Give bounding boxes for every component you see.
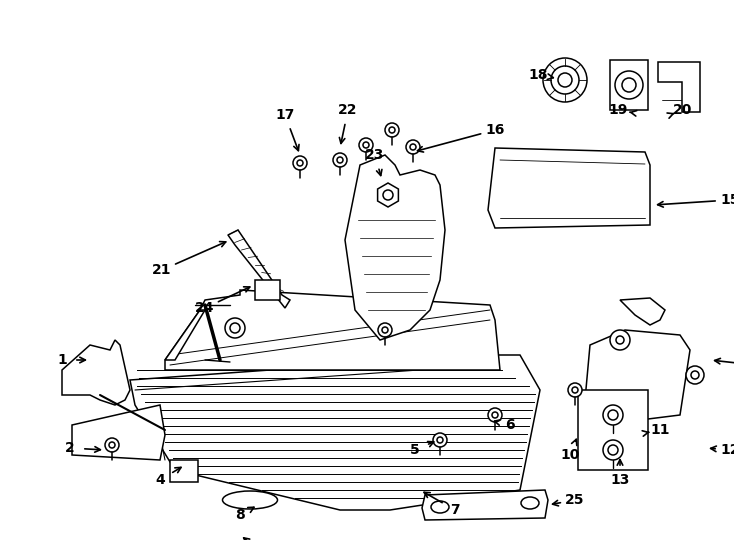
Text: 15: 15 — [720, 193, 734, 207]
Polygon shape — [72, 405, 165, 460]
Text: 21: 21 — [152, 263, 172, 277]
Bar — [170, 460, 198, 482]
Circle shape — [333, 153, 347, 167]
Circle shape — [616, 336, 624, 344]
Circle shape — [551, 66, 579, 94]
Circle shape — [568, 383, 582, 397]
Circle shape — [622, 78, 636, 92]
Polygon shape — [228, 230, 290, 308]
Text: 16: 16 — [485, 123, 505, 137]
Text: 6: 6 — [505, 418, 515, 432]
Polygon shape — [422, 490, 548, 520]
Circle shape — [382, 327, 388, 333]
Text: 18: 18 — [528, 68, 548, 82]
Text: 11: 11 — [650, 423, 669, 437]
Text: 23: 23 — [366, 148, 385, 162]
Ellipse shape — [431, 501, 449, 513]
Polygon shape — [377, 183, 399, 207]
Text: 19: 19 — [608, 103, 628, 117]
Circle shape — [230, 323, 240, 333]
Polygon shape — [585, 330, 690, 420]
Text: 5: 5 — [410, 443, 420, 457]
Text: 8: 8 — [235, 508, 245, 522]
Polygon shape — [62, 340, 130, 405]
Circle shape — [410, 144, 416, 150]
Bar — [610, 60, 648, 110]
Polygon shape — [165, 310, 205, 360]
Circle shape — [406, 140, 420, 154]
Circle shape — [383, 190, 393, 200]
Circle shape — [608, 410, 618, 420]
Circle shape — [297, 160, 303, 166]
Text: 12: 12 — [720, 443, 734, 457]
Text: 20: 20 — [673, 103, 693, 117]
Text: 25: 25 — [565, 493, 585, 507]
Text: 7: 7 — [450, 503, 459, 517]
Circle shape — [558, 73, 572, 87]
Circle shape — [608, 445, 618, 455]
Text: 4: 4 — [155, 473, 165, 487]
Circle shape — [437, 437, 443, 443]
Text: 1: 1 — [57, 353, 67, 367]
Circle shape — [691, 371, 699, 379]
Circle shape — [488, 408, 502, 422]
Polygon shape — [130, 355, 540, 510]
Text: 2: 2 — [65, 441, 75, 455]
Text: 24: 24 — [195, 301, 215, 315]
Polygon shape — [620, 298, 665, 325]
Circle shape — [572, 387, 578, 393]
Circle shape — [109, 442, 115, 448]
Text: 17: 17 — [275, 108, 294, 122]
Circle shape — [610, 330, 630, 350]
Circle shape — [293, 156, 307, 170]
Polygon shape — [488, 148, 650, 228]
Polygon shape — [165, 290, 500, 370]
Bar — [578, 390, 648, 470]
Circle shape — [359, 138, 373, 152]
Text: 10: 10 — [560, 448, 580, 462]
Circle shape — [378, 323, 392, 337]
Circle shape — [603, 405, 623, 425]
Circle shape — [363, 142, 369, 148]
Ellipse shape — [521, 497, 539, 509]
Polygon shape — [345, 155, 445, 340]
Circle shape — [543, 58, 587, 102]
Circle shape — [225, 318, 245, 338]
Circle shape — [389, 127, 395, 133]
Text: 22: 22 — [338, 103, 357, 117]
Circle shape — [337, 157, 343, 163]
Circle shape — [105, 438, 119, 452]
Ellipse shape — [222, 491, 277, 509]
Circle shape — [686, 366, 704, 384]
Circle shape — [615, 71, 643, 99]
Circle shape — [385, 123, 399, 137]
Circle shape — [433, 433, 447, 447]
Circle shape — [492, 412, 498, 418]
Text: 13: 13 — [610, 473, 630, 487]
Polygon shape — [658, 62, 700, 112]
Circle shape — [603, 440, 623, 460]
Bar — [255, 280, 280, 300]
